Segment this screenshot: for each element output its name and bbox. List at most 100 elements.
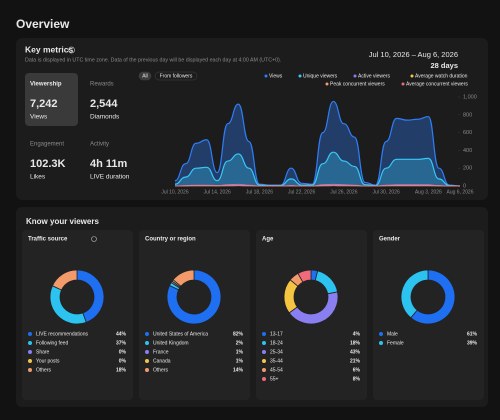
card-title: Key metrics: [25, 44, 73, 54]
donut-slice[interactable]: [172, 269, 195, 287]
page-title: Overview: [16, 17, 70, 31]
metric-label: Viewership: [30, 82, 62, 88]
y-tick-label: 200: [463, 166, 472, 172]
legend-label[interactable]: Average watch duration: [415, 74, 468, 80]
legend-label: 18-24: [270, 341, 283, 347]
value-label: 8%: [353, 377, 361, 383]
donut-title: Age: [262, 237, 274, 243]
metric-tile[interactable]: [25, 73, 78, 126]
metric-tile[interactable]: [25, 133, 78, 186]
legend-label: 13-17: [270, 332, 283, 338]
info-icon[interactable]: [68, 46, 75, 54]
value-label: 44%: [116, 332, 127, 338]
legend-marker: [145, 341, 149, 345]
legend-marker: [145, 368, 149, 372]
donut-slice[interactable]: [297, 269, 312, 283]
legend-marker: [264, 74, 268, 78]
legend-label: United States of America: [153, 332, 208, 338]
x-tick-label: Jul 18, 2026: [246, 189, 273, 195]
legend-marker: [262, 341, 266, 345]
legend-label[interactable]: Active viewers: [358, 74, 390, 80]
legend-label: Female: [387, 341, 404, 347]
legend-label: Share: [36, 350, 50, 356]
legend-label: 25-34: [270, 350, 283, 356]
filter-pill[interactable]: [154, 71, 198, 81]
metric-value: 2,544: [90, 98, 118, 110]
card-title: Know your viewers: [26, 217, 99, 226]
legend-marker: [379, 341, 383, 345]
x-tick-label: Jul 26, 2026: [330, 189, 357, 195]
card-note: Data is displayed in UTC time zone. Data…: [25, 57, 281, 63]
legend-label: France: [153, 350, 169, 356]
legend-label[interactable]: Peak concurrent viewers: [330, 82, 385, 88]
metric-unit: LIVE duration: [90, 174, 130, 181]
legend-label[interactable]: Unique viewers: [303, 74, 338, 80]
legend-marker: [410, 74, 414, 78]
value-label: 14%: [233, 368, 244, 374]
legend-label: Following feed: [36, 341, 68, 347]
metric-unit: Diamonds: [90, 114, 120, 121]
x-tick-label: Aug 6, 2026: [447, 189, 474, 195]
value-label: 6%: [353, 368, 361, 374]
metric-value: 4h 11m: [90, 158, 128, 170]
date-range[interactable]: Jul 10, 2026 – Aug 6, 2026: [369, 50, 458, 59]
donut-title: Gender: [379, 237, 401, 243]
legend-label: 55+: [270, 377, 279, 383]
metric-value: 102.3K: [30, 158, 66, 170]
legend-marker: [145, 350, 149, 354]
legend-marker: [379, 332, 383, 336]
value-label: 0%: [119, 359, 127, 365]
metric-label: Rewards: [90, 82, 114, 88]
x-tick-label: Jul 14, 2026: [204, 189, 231, 195]
metric-value: 7,242: [30, 98, 58, 110]
y-tick-label: 600: [463, 130, 472, 136]
legend-marker: [325, 82, 329, 86]
series-line: [174, 151, 461, 187]
metric-tile[interactable]: [85, 73, 138, 126]
legend-label: 35-44: [270, 359, 283, 365]
legend-marker: [28, 341, 32, 345]
legend-label: Others: [36, 368, 52, 374]
info-icon[interactable]: [91, 236, 97, 242]
legend-marker: [262, 377, 266, 381]
legend-marker: [262, 350, 266, 354]
value-label: 4%: [353, 332, 361, 338]
metric-label: Activity: [90, 142, 109, 148]
metric-unit: Likes: [30, 174, 46, 181]
x-tick-label: Jul 22, 2026: [288, 189, 315, 195]
legend-label[interactable]: Views: [269, 74, 283, 80]
value-label: 82%: [233, 332, 244, 338]
legend-marker: [262, 359, 266, 363]
period: 28 days: [430, 61, 458, 70]
legend-label: Your posts: [36, 359, 60, 365]
donut-slice[interactable]: [51, 269, 78, 291]
legend-marker: [145, 332, 149, 336]
metric-tile[interactable]: [85, 133, 138, 186]
value-label: 39%: [467, 341, 478, 347]
legend-marker: [28, 332, 32, 336]
filter-pill[interactable]: [138, 71, 152, 81]
legend-marker: [298, 74, 302, 78]
donut-slice[interactable]: [400, 269, 429, 319]
x-tick-label: Jul 30, 2026: [372, 189, 399, 195]
series-line: [174, 100, 461, 187]
legend-marker: [262, 368, 266, 372]
legend-label: Male: [387, 332, 398, 338]
legend-label[interactable]: Average concurrent viewers: [406, 82, 468, 88]
y-tick-label: 0: [463, 183, 466, 189]
donut-slice[interactable]: [410, 269, 456, 325]
legend-marker: [262, 332, 266, 336]
value-label: 2%: [236, 341, 244, 347]
donut-slice[interactable]: [166, 269, 222, 325]
legend-label: 45-54: [270, 368, 283, 374]
value-label: 18%: [116, 368, 127, 374]
x-tick-label: Aug 3, 2026: [415, 189, 442, 195]
metric-unit: Views: [30, 114, 48, 121]
value-label: 18%: [350, 341, 361, 347]
donut-title: Traffic source: [28, 237, 68, 243]
legend-label: Canada: [153, 359, 171, 365]
value-label: 1%: [236, 350, 244, 356]
metric-label: Engagement: [30, 142, 64, 148]
series-area: [175, 101, 460, 186]
